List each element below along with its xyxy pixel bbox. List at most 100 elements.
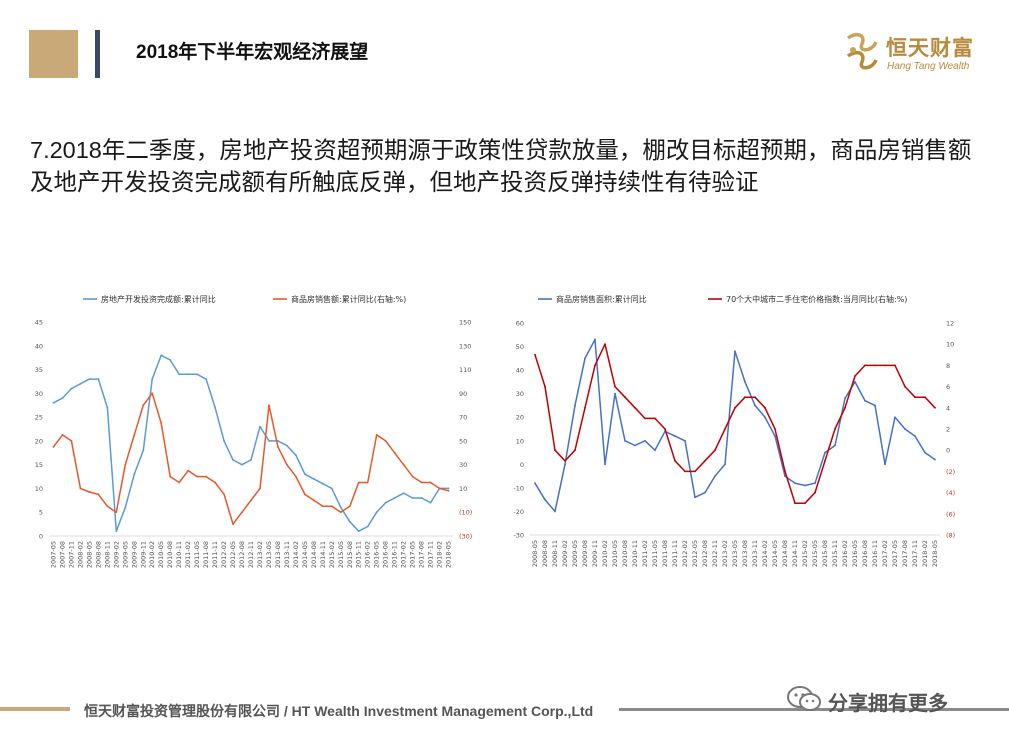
chart1-xtick: 2014-02 [292, 541, 300, 568]
chart2-series-0-point [854, 380, 856, 383]
chart1-series-1-point [384, 439, 387, 442]
chart1-series-1-point [375, 434, 378, 436]
chart1-series-0-point [205, 378, 208, 380]
chart1-series-0-point [151, 378, 154, 380]
chart2-series-1-point [564, 459, 566, 462]
chart1-series-0-point [232, 459, 234, 461]
chart2-series-1-point [654, 417, 656, 420]
chart1-series-1-point [357, 481, 360, 484]
chart1-series-0-point [411, 497, 414, 499]
chart2-legend-label-0: 商品房销售面积:累计同比 [556, 294, 647, 304]
chart2-series-1-point [574, 449, 576, 452]
chart2-xtick: 2017-05 [891, 540, 899, 567]
chart2-series-0-point [644, 439, 646, 442]
chart1-ytick-right: 70 [459, 414, 467, 422]
chart2-xtick: 2009-08 [581, 540, 589, 567]
logo-name-cn: 恒天财富 [886, 37, 974, 60]
chart2-series-0-point [784, 475, 786, 478]
chart1-xtick: 2014-05 [301, 541, 309, 568]
chart1-series-0-point [375, 511, 378, 514]
chart1-series-0-point [115, 530, 118, 533]
chart1-series-1-point [115, 511, 118, 514]
chart2-series-1-point [744, 396, 746, 399]
chart2-series-1-point [594, 364, 596, 367]
chart1-series-1-point [106, 505, 109, 508]
chart1-series-1-point [223, 493, 225, 496]
chart1-xtick: 2008-11 [103, 541, 111, 568]
chart2-xtick: 2011-11 [671, 540, 679, 567]
chart1-series-0-point [97, 378, 100, 380]
chart2-xtick: 2009-11 [591, 540, 599, 567]
chart1-series-0-point [268, 439, 270, 442]
chart2-series-1-point [684, 470, 686, 473]
chart2-ytick-left: 10 [516, 437, 524, 445]
chart1-series-1-point [303, 493, 306, 496]
chart2-ytick-right: 12 [946, 320, 954, 328]
chart1-xtick: 2017-08 [418, 541, 426, 568]
chart1-xtick: 2012-02 [220, 541, 228, 568]
chart1-series-0-point [106, 406, 109, 409]
watermark-text: 分享拥有更多 [828, 693, 948, 715]
chart1-series-0-point [223, 439, 225, 442]
chart1-series-1-point [151, 392, 154, 395]
chart1-ytick-left: 45 [35, 319, 43, 327]
chart2-ytick-left: 40 [516, 367, 524, 375]
chart2-series-1-point [854, 375, 856, 377]
chart2-xtick: 2010-05 [611, 540, 619, 567]
chart2-xtick: 2011-08 [661, 540, 669, 567]
chart1-series-0-point [420, 497, 423, 499]
chart1-legend-label-1: 商品房销售额:累计同比(右轴:%) [291, 294, 406, 304]
chart1-series-0-point [196, 373, 199, 376]
chart1-xtick: 2017-11 [427, 541, 435, 568]
chart2-ytick-right: 2 [946, 426, 950, 434]
chart2-xtick: 2016-11 [871, 540, 879, 567]
chart1-xtick: 2016-05 [373, 541, 381, 568]
chart2-ytick-right: (6) [946, 510, 955, 518]
chart2-series-0-point [754, 404, 756, 407]
chart1-xtick: 2013-08 [274, 541, 282, 568]
chart1-series-0-point [52, 401, 55, 404]
chart1-xtick: 2013-02 [256, 541, 264, 568]
chart1-series-1-point [133, 434, 136, 436]
chart2-xtick: 2014-05 [771, 540, 779, 567]
chart1-ytick-left: 10 [35, 485, 43, 493]
chart2-xtick: 2013-05 [731, 540, 739, 567]
chart1-xtick: 2009-02 [112, 541, 120, 568]
chart2-xtick: 2017-02 [881, 540, 889, 567]
chart2-ytick-left: -20 [513, 508, 524, 516]
chart1-xtick: 2016-11 [391, 541, 399, 568]
chart2-series-0-point [844, 397, 846, 400]
chart1-ytick-right: 130 [459, 342, 471, 350]
chart1-series-1-point [88, 491, 91, 493]
chart1-series-1-point [142, 404, 145, 407]
chart2-series-1-point [864, 364, 866, 367]
chart1-series-0-point [169, 359, 172, 361]
chart2-ytick-left: 20 [516, 414, 524, 422]
chart-1-svg: 房地产开发投资完成额:累计同比 商品房销售额:累计同比(右轴:%) 45 40 35 30… [35, 294, 473, 568]
chart1-xtick: 2009-11 [139, 541, 147, 568]
chart2-series-1-point [884, 364, 886, 367]
chart1-series-0-point [366, 525, 369, 528]
chart2-xtick: 2016-05 [851, 540, 859, 567]
chart1-series-1-point [250, 499, 252, 502]
chart2-series-0-point [734, 350, 736, 353]
page-title: 2018年下半年宏观经济展望 [136, 42, 369, 63]
chart2-ytick-left: 60 [516, 320, 524, 328]
chart2-series-0-point [894, 416, 896, 419]
chart2-xtick: 2010-11 [631, 540, 639, 567]
chart1-series-1-point [52, 445, 55, 448]
chart1-xtick: 2017-02 [400, 541, 408, 568]
chart1-series-1-point [339, 511, 342, 514]
chart1-ytick-right: (30) [459, 533, 472, 541]
chart1-ytick-left: 5 [39, 509, 43, 517]
chart1-xtick: 2010-02 [148, 541, 156, 568]
chart1-xtick: 2012-11 [247, 541, 255, 568]
chart1-ytick-left: 40 [35, 342, 43, 350]
chart2-series-0-point [744, 380, 746, 383]
chart1-xtick: 2010-05 [157, 541, 165, 568]
wechat-watermark: 分享拥有更多 [786, 684, 986, 718]
footer-company-name: 恒天财富投资管理股份有限公司 / HT Wealth Investment Ma… [84, 703, 594, 719]
chart1-series-1-point [286, 463, 288, 466]
chart1-series-0-point [124, 506, 127, 509]
chart1-xtick: 2007-11 [67, 541, 75, 568]
